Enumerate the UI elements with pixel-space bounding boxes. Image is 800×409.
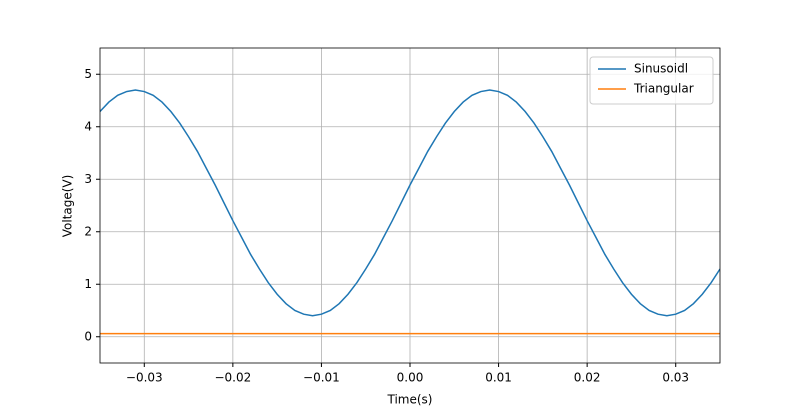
x-tick-label: 0.01 [485, 371, 512, 385]
y-tick-label: 2 [84, 224, 92, 238]
series-line [100, 89, 720, 317]
plot-frame [99, 47, 721, 364]
x-axis-label: Time(s) [387, 393, 433, 407]
y-tick-label: 1 [84, 277, 92, 291]
y-tick-label: 0 [84, 329, 92, 343]
y-tick-label: 4 [84, 119, 92, 133]
x-tick-label: −0.03 [126, 371, 163, 385]
y-tick-label: 3 [84, 172, 92, 186]
x-tick-label: 0.02 [574, 371, 601, 385]
y-axis-label: Voltage(V) [61, 175, 75, 238]
x-tick-label: −0.01 [303, 371, 340, 385]
x-tick-label: 0.00 [397, 371, 424, 385]
legend-label: Sinusoidl [634, 62, 688, 76]
x-tick-label: −0.02 [214, 371, 251, 385]
y-tick-label: 5 [84, 67, 92, 81]
x-tick-label: 0.03 [662, 371, 689, 385]
legend-label: Triangular [633, 82, 694, 96]
